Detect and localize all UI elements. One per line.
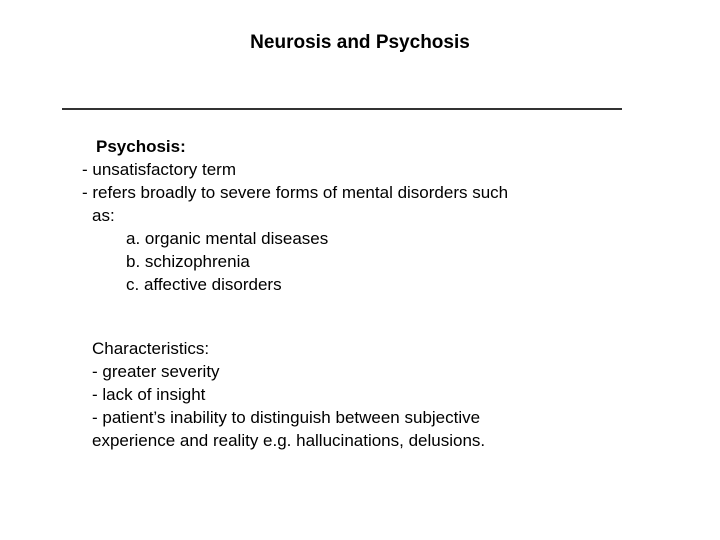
section-psychosis: Psychosis: - unsatisfactory term - refer… bbox=[82, 136, 680, 297]
sub-item: c. affective disorders bbox=[82, 274, 680, 297]
sub-item: b. schizophrenia bbox=[82, 251, 680, 274]
body-line: - patient’s inability to distinguish bet… bbox=[92, 407, 680, 430]
slide-title: Neurosis and Psychosis bbox=[0, 32, 720, 54]
body-line: - greater severity bbox=[92, 361, 680, 384]
body-line: - lack of insight bbox=[92, 384, 680, 407]
body-line: experience and reality e.g. hallucinatio… bbox=[92, 430, 680, 453]
section-heading: Characteristics: bbox=[92, 338, 680, 361]
sub-item: a. organic mental diseases bbox=[82, 228, 680, 251]
body-line: as: bbox=[82, 205, 680, 228]
body-line: - unsatisfactory term bbox=[82, 159, 680, 182]
section-characteristics: Characteristics: - greater severity - la… bbox=[92, 338, 680, 453]
slide: Neurosis and Psychosis Psychosis: - unsa… bbox=[0, 0, 720, 540]
body-line: - refers broadly to severe forms of ment… bbox=[82, 182, 680, 205]
divider-line bbox=[62, 108, 622, 110]
section-heading: Psychosis: bbox=[82, 136, 680, 159]
